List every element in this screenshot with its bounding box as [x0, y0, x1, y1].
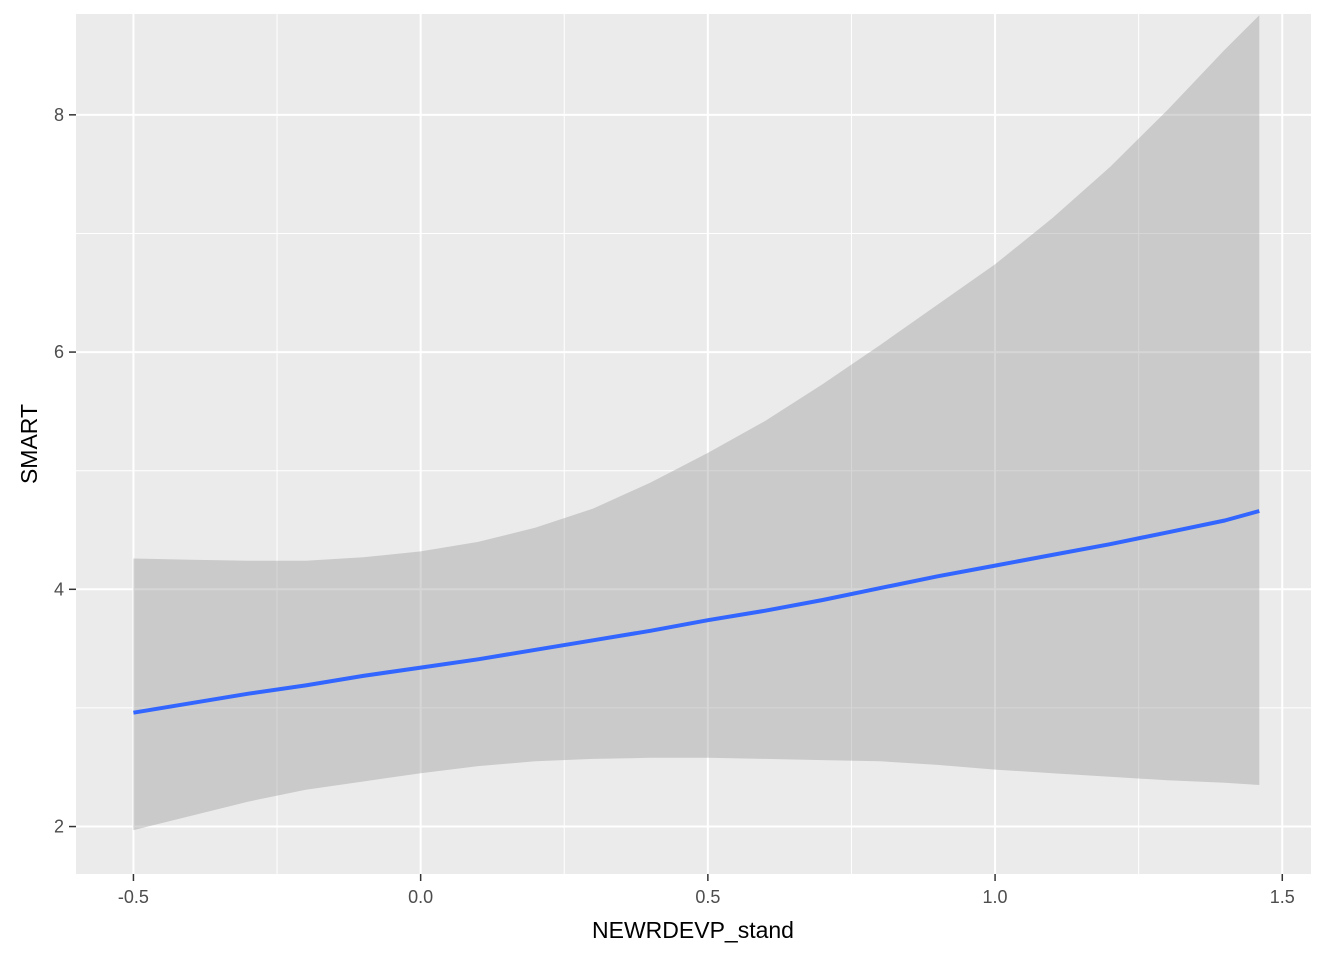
x-tick-label: 0.0	[408, 887, 433, 907]
y-tick-label: 6	[54, 342, 64, 362]
grid-minor	[76, 14, 1311, 874]
x-tick-label: -0.5	[118, 887, 149, 907]
y-tick-label: 4	[54, 579, 64, 599]
x-axis-title: NEWRDEVP_stand	[592, 917, 794, 943]
x-tick-label: 1.0	[983, 887, 1008, 907]
confidence-band	[133, 15, 1260, 831]
panel-background	[76, 14, 1311, 874]
axes: -0.5 0.0 0.5 1.0 1.5 2 4 6 8	[54, 105, 1295, 907]
series-marks	[133, 15, 1260, 831]
x-tick-label: 1.5	[1270, 887, 1295, 907]
x-tick-label: 0.5	[695, 887, 720, 907]
grid-major	[76, 14, 1311, 874]
y-tick-label: 8	[54, 105, 64, 125]
y-tick-label: 2	[54, 817, 64, 837]
y-axis-title: SMART	[16, 404, 42, 484]
fitted-line	[133, 509, 1260, 715]
